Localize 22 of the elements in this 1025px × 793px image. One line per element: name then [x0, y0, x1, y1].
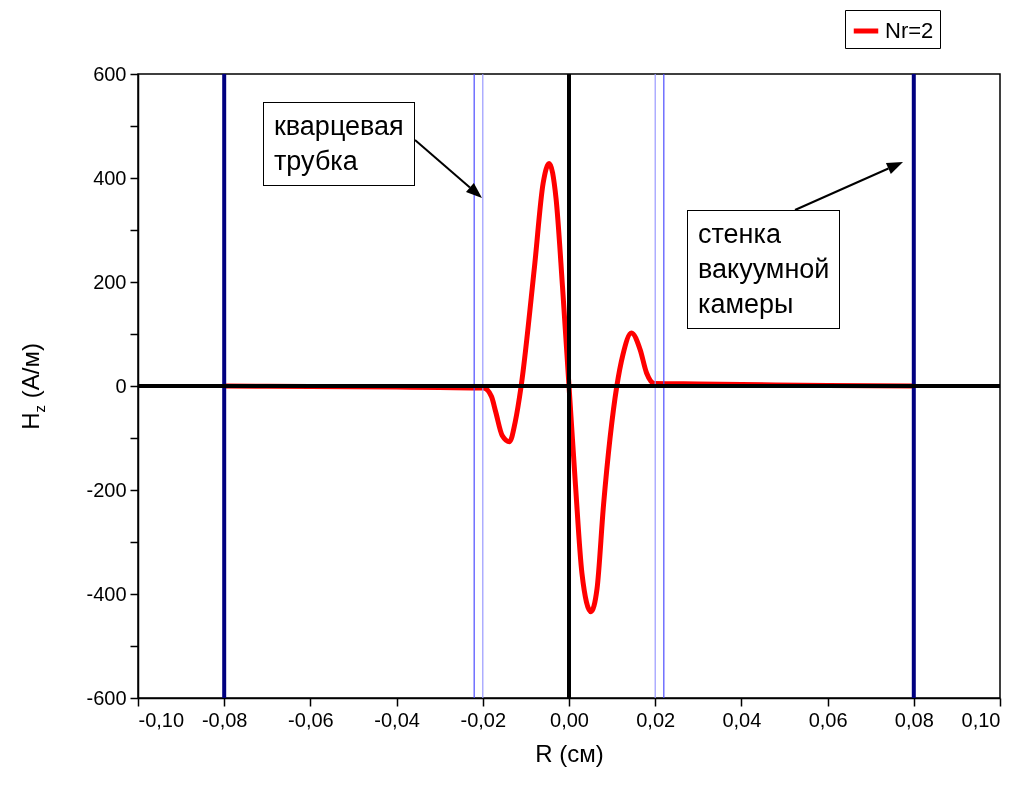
x-tick-label: -0,10 [138, 708, 185, 731]
x-tick-label: 0,04 [722, 708, 762, 731]
x-tick-label: -0,08 [201, 708, 248, 731]
x-tick-label: -0,06 [288, 708, 334, 731]
y-tick-label: -600 [86, 686, 127, 709]
annotation: стенка вакуумной камеры [687, 210, 841, 330]
y-tick-label: -400 [86, 582, 127, 605]
x-axis-title: R (см) [535, 739, 604, 767]
x-tick-label: -0,04 [374, 708, 420, 731]
legend-label: Nr=2 [885, 18, 934, 43]
x-tick-label: 0,10 [961, 708, 1001, 731]
x-tick-label: 0,08 [894, 708, 934, 731]
x-tick-label: 0,00 [550, 708, 589, 731]
annotation: кварцевая трубка [263, 102, 415, 187]
x-tick-label: 0,02 [636, 708, 676, 731]
y-tick-label: 400 [93, 166, 127, 189]
y-tick-label: 600 [93, 62, 127, 85]
y-tick-label: 0 [115, 374, 127, 397]
y-tick-label: 200 [93, 270, 127, 293]
y-tick-label: -200 [86, 478, 127, 501]
x-tick-label: 0,06 [808, 708, 848, 731]
x-tick-label: -0,02 [460, 708, 507, 731]
